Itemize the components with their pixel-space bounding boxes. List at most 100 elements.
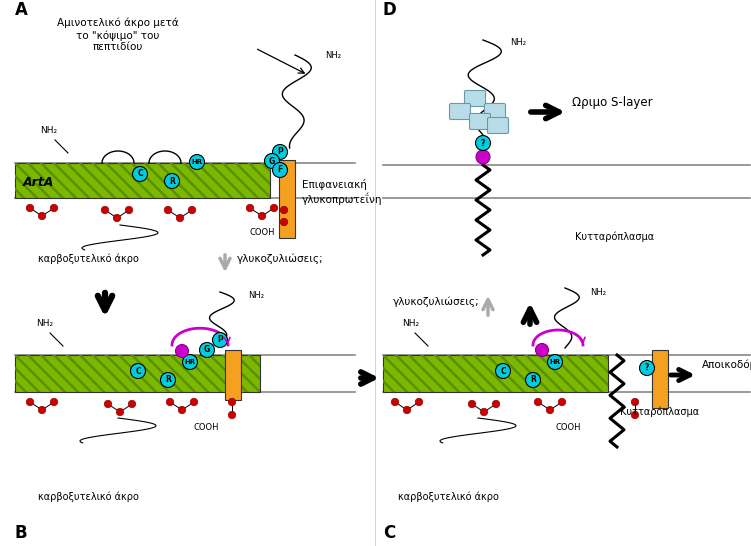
Circle shape bbox=[228, 398, 236, 406]
Text: HR: HR bbox=[192, 159, 203, 165]
Bar bbox=[225, 350, 241, 400]
Text: P: P bbox=[277, 147, 283, 157]
Circle shape bbox=[176, 214, 184, 222]
Circle shape bbox=[631, 411, 639, 419]
Text: C: C bbox=[135, 366, 141, 376]
Text: ?: ? bbox=[481, 139, 485, 147]
Circle shape bbox=[468, 400, 476, 408]
FancyBboxPatch shape bbox=[484, 104, 505, 120]
Bar bbox=[279, 160, 295, 238]
FancyBboxPatch shape bbox=[465, 91, 485, 106]
Text: Αποικοδόμηση: Αποικοδόμηση bbox=[702, 359, 751, 370]
FancyBboxPatch shape bbox=[487, 117, 508, 134]
Circle shape bbox=[391, 398, 399, 406]
Circle shape bbox=[258, 212, 266, 220]
Circle shape bbox=[190, 398, 198, 406]
Text: P: P bbox=[217, 335, 223, 345]
Text: COOH: COOH bbox=[250, 228, 276, 237]
Circle shape bbox=[476, 150, 490, 164]
Circle shape bbox=[166, 398, 173, 406]
Text: NH₂: NH₂ bbox=[590, 288, 606, 297]
Circle shape bbox=[273, 145, 288, 159]
Text: γλυκοζυλιώσεις;: γλυκοζυλιώσεις; bbox=[393, 296, 480, 307]
Text: καρβοξυτελικό άκρο: καρβοξυτελικό άκρο bbox=[398, 491, 499, 502]
Circle shape bbox=[526, 372, 541, 388]
Text: G: G bbox=[204, 346, 210, 354]
Circle shape bbox=[547, 354, 562, 370]
Circle shape bbox=[38, 406, 46, 414]
Text: R: R bbox=[169, 176, 175, 186]
Circle shape bbox=[534, 398, 541, 406]
Text: NH₂: NH₂ bbox=[248, 291, 264, 300]
Circle shape bbox=[50, 204, 58, 212]
Circle shape bbox=[164, 206, 172, 214]
Text: C: C bbox=[383, 524, 395, 542]
Circle shape bbox=[104, 400, 112, 408]
Circle shape bbox=[475, 135, 490, 151]
Circle shape bbox=[26, 398, 34, 406]
Text: καρβοξυτελικό άκρο: καρβοξυτελικό άκρο bbox=[38, 253, 139, 264]
Text: F: F bbox=[277, 165, 282, 175]
Circle shape bbox=[125, 206, 133, 214]
Circle shape bbox=[270, 204, 278, 212]
Text: HR: HR bbox=[185, 359, 195, 365]
Text: γλυκοζυλιώσεις;: γλυκοζυλιώσεις; bbox=[237, 253, 324, 264]
Bar bbox=[383, 355, 608, 392]
Circle shape bbox=[26, 204, 34, 212]
Text: G: G bbox=[269, 157, 275, 165]
Circle shape bbox=[182, 354, 198, 370]
Circle shape bbox=[228, 411, 236, 419]
Circle shape bbox=[631, 398, 639, 406]
Circle shape bbox=[113, 214, 121, 222]
Circle shape bbox=[640, 360, 655, 376]
Text: C: C bbox=[500, 366, 506, 376]
FancyBboxPatch shape bbox=[469, 114, 490, 129]
Text: ?: ? bbox=[645, 364, 649, 372]
Circle shape bbox=[246, 204, 254, 212]
Circle shape bbox=[128, 400, 136, 408]
Text: NH₂: NH₂ bbox=[402, 319, 419, 328]
Circle shape bbox=[176, 345, 189, 358]
Text: COOH: COOH bbox=[193, 423, 219, 432]
Text: D: D bbox=[383, 1, 397, 19]
Text: R: R bbox=[530, 376, 536, 384]
Circle shape bbox=[161, 372, 176, 388]
Circle shape bbox=[558, 398, 566, 406]
FancyBboxPatch shape bbox=[450, 104, 470, 120]
Text: Κυτταρόπλασμα: Κυτταρόπλασμα bbox=[620, 407, 699, 417]
Circle shape bbox=[116, 408, 124, 416]
Text: C: C bbox=[137, 169, 143, 179]
Bar bbox=[15, 163, 270, 198]
Circle shape bbox=[200, 342, 215, 358]
Circle shape bbox=[415, 398, 423, 406]
Bar bbox=[15, 355, 260, 392]
Circle shape bbox=[280, 218, 288, 226]
Text: Επιφανειακή
γλυκοπρωτεΐνη: Επιφανειακή γλυκοπρωτεΐνη bbox=[302, 179, 382, 205]
Circle shape bbox=[496, 364, 511, 378]
Circle shape bbox=[189, 206, 196, 214]
Circle shape bbox=[280, 206, 288, 214]
Text: NH₂: NH₂ bbox=[40, 126, 57, 135]
Text: Ωριμο S-layer: Ωριμο S-layer bbox=[572, 96, 653, 109]
Circle shape bbox=[273, 163, 288, 177]
Circle shape bbox=[480, 408, 488, 416]
Circle shape bbox=[132, 167, 147, 181]
Text: COOH: COOH bbox=[556, 423, 581, 432]
Circle shape bbox=[164, 174, 179, 188]
Circle shape bbox=[546, 406, 553, 414]
Text: NH₂: NH₂ bbox=[36, 319, 53, 328]
Circle shape bbox=[178, 406, 185, 414]
Circle shape bbox=[492, 400, 500, 408]
Text: ArtA: ArtA bbox=[23, 176, 54, 189]
Circle shape bbox=[101, 206, 109, 214]
Text: B: B bbox=[15, 524, 28, 542]
Text: καρβοξυτελικό άκρο: καρβοξυτελικό άκρο bbox=[38, 491, 139, 502]
Text: A: A bbox=[15, 1, 28, 19]
Circle shape bbox=[264, 153, 279, 169]
Circle shape bbox=[213, 333, 228, 347]
Bar bbox=[652, 350, 668, 408]
Text: Κυτταρόπλασμα: Κυτταρόπλασμα bbox=[575, 232, 654, 242]
Circle shape bbox=[38, 212, 46, 220]
Circle shape bbox=[50, 398, 58, 406]
Circle shape bbox=[189, 155, 204, 169]
